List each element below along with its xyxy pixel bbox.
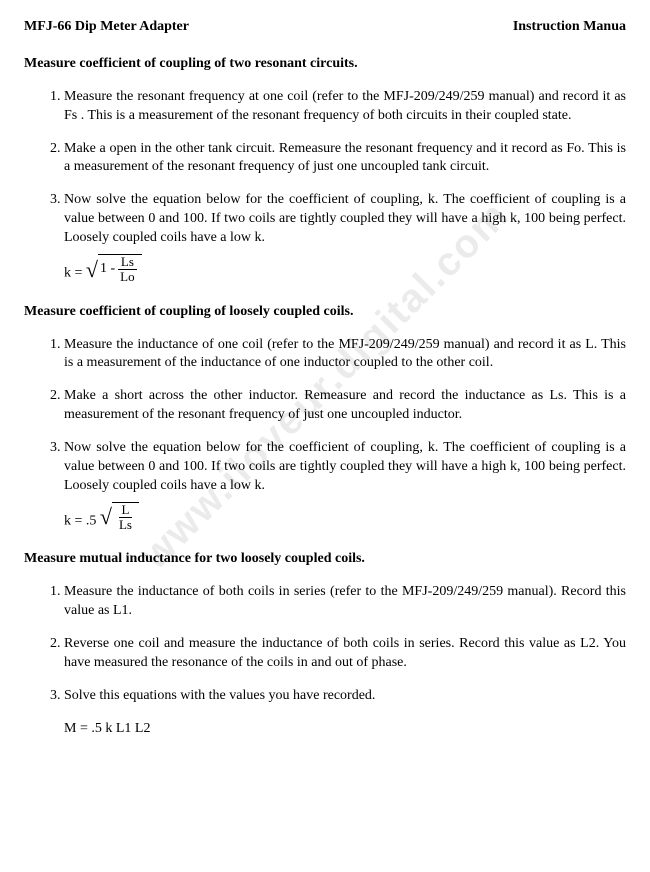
list-item: Measure the resonant frequency at one co… (64, 88, 626, 126)
item-text: Now solve the equation below for the coe… (64, 440, 626, 493)
section-3-list: Measure the inductance of both coils in … (24, 583, 626, 738)
item-text: Now solve the equation below for the coe… (64, 192, 626, 245)
list-item: Now solve the equation below for the coe… (64, 439, 626, 532)
list-item: Reverse one coil and measure the inducta… (64, 635, 626, 673)
list-item: Measure the inductance of both coils in … (64, 583, 626, 621)
denominator: Lo (117, 270, 137, 284)
list-item: Now solve the equation below for the coe… (64, 191, 626, 284)
item-text: Solve this equations with the values you… (64, 688, 375, 703)
radical-icon: √ (100, 510, 112, 523)
formula-prefix: k = .5 (64, 513, 96, 528)
list-item: Make a short across the other inductor. … (64, 387, 626, 425)
list-item: Make a open in the other tank circuit. R… (64, 140, 626, 178)
sqrt-icon: √ 1 - Ls Lo (86, 254, 142, 285)
formula-3: M = .5 k L1 L2 (64, 720, 626, 739)
section-1-list: Measure the resonant frequency at one co… (24, 88, 626, 285)
radical-icon: √ (86, 263, 98, 276)
denominator: Ls (116, 518, 135, 532)
sqrt-body: L Ls (112, 502, 139, 533)
sqrt-body: 1 - Ls Lo (98, 254, 142, 285)
numerator: Ls (118, 255, 137, 270)
formula-prefix: M = .5 k L1 L2 (64, 721, 150, 736)
numerator: L (119, 503, 133, 518)
section-title-3: Measure mutual inductance for two loosel… (24, 550, 626, 569)
fraction: Ls Lo (117, 255, 137, 285)
section-title-1: Measure coefficient of coupling of two r… (24, 55, 626, 74)
list-item: Measure the inductance of one coil (refe… (64, 336, 626, 374)
sqrt-icon: √ L Ls (100, 502, 139, 533)
list-item: Solve this equations with the values you… (64, 687, 626, 739)
formula-prefix: k = (64, 266, 86, 281)
page-header: MFJ-66 Dip Meter Adapter Instruction Man… (24, 18, 626, 37)
formula-1: k = √ 1 - Ls Lo (64, 254, 626, 285)
section-2-list: Measure the inductance of one coil (refe… (24, 336, 626, 533)
fraction: L Ls (116, 503, 135, 533)
header-left: MFJ-66 Dip Meter Adapter (24, 18, 189, 37)
formula-2: k = .5 √ L Ls (64, 502, 626, 533)
header-right: Instruction Manua (513, 18, 626, 37)
sqrt-before: 1 - (100, 260, 115, 279)
section-title-2: Measure coefficient of coupling of loose… (24, 303, 626, 322)
